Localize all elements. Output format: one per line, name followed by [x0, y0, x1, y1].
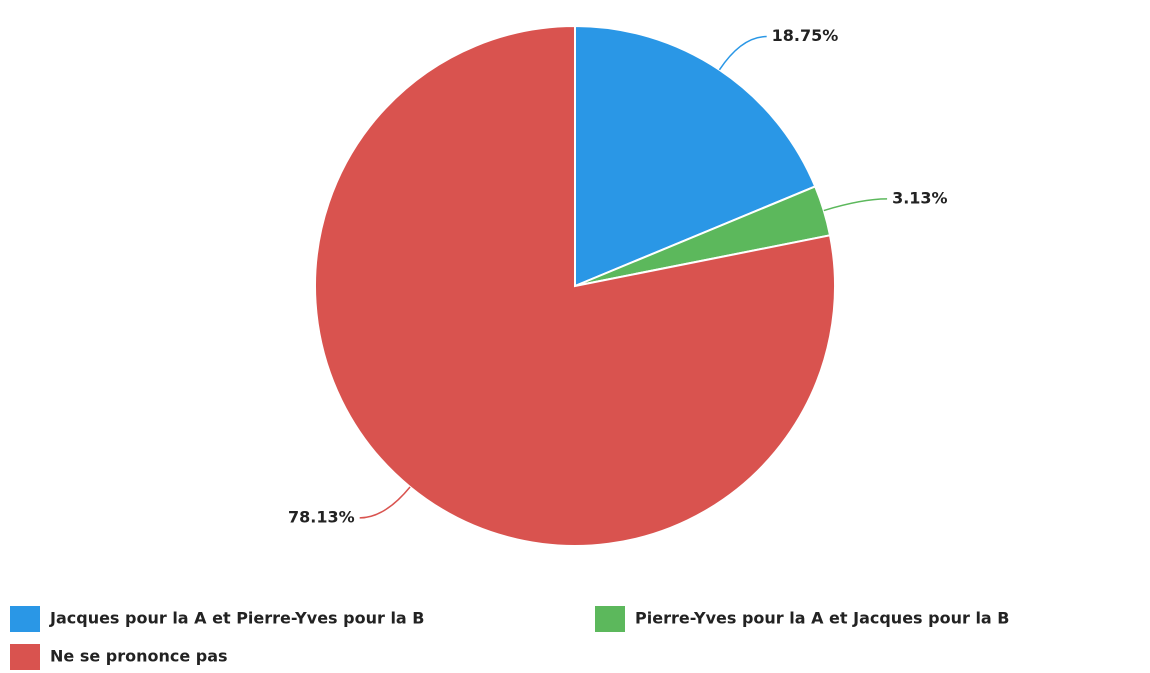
data-label: 3.13%	[892, 188, 948, 207]
leader-line	[823, 198, 888, 212]
pie-slice	[574, 24, 817, 288]
data-label: 78.13%	[288, 507, 355, 526]
legend-label: Jacques pour la A et Pierre-Yves pour la…	[49, 609, 424, 628]
leader-line	[359, 486, 411, 519]
legend-label: Ne se prononce pas	[50, 647, 228, 666]
data-label: 18.75%	[772, 26, 839, 45]
pie-slice	[314, 24, 836, 547]
legend-swatch	[595, 606, 625, 632]
legend-swatch	[10, 644, 40, 670]
legend-swatch	[10, 606, 40, 632]
legend-label: Pierre-Yves pour la A et Jacques pour la…	[635, 609, 1009, 628]
leader-line	[718, 35, 767, 71]
